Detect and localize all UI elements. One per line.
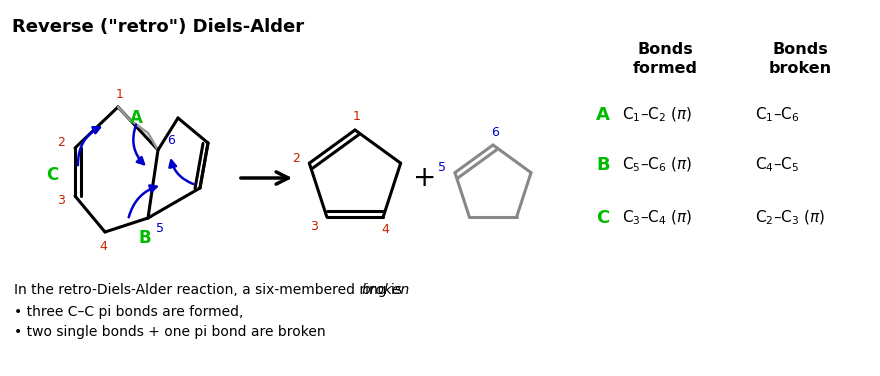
Text: C$_4$–C$_5$: C$_4$–C$_5$: [755, 156, 799, 174]
FancyArrowPatch shape: [170, 161, 194, 184]
Text: Bonds
formed: Bonds formed: [633, 42, 698, 76]
Text: 6: 6: [491, 126, 499, 138]
Text: • three C–C pi bonds are formed,: • three C–C pi bonds are formed,: [14, 305, 244, 319]
Text: C$_3$–C$_4$ ($\pi$): C$_3$–C$_4$ ($\pi$): [622, 209, 693, 227]
Text: In the retro-Diels-Alder reaction, a six-membered ring is: In the retro-Diels-Alder reaction, a six…: [14, 283, 407, 297]
Text: • two single bonds + one pi bond are broken: • two single bonds + one pi bond are bro…: [14, 325, 326, 339]
Text: C$_5$–C$_6$ ($\pi$): C$_5$–C$_6$ ($\pi$): [622, 156, 693, 174]
Text: 4: 4: [99, 240, 107, 253]
Text: C$_1$–C$_2$ ($\pi$): C$_1$–C$_2$ ($\pi$): [622, 106, 693, 124]
FancyArrowPatch shape: [78, 127, 100, 165]
Text: C$_2$–C$_3$ ($\pi$): C$_2$–C$_3$ ($\pi$): [755, 209, 825, 227]
Text: Reverse ("retro") Diels-Alder: Reverse ("retro") Diels-Alder: [12, 18, 304, 36]
Text: B: B: [139, 229, 151, 247]
Text: 5: 5: [156, 221, 164, 235]
Text: A: A: [596, 106, 610, 124]
Text: broken: broken: [362, 283, 410, 297]
Text: A: A: [129, 109, 143, 127]
Text: C$_1$–C$_6$: C$_1$–C$_6$: [755, 106, 800, 124]
FancyArrowPatch shape: [133, 124, 144, 164]
Text: 1: 1: [116, 88, 124, 100]
Text: 3: 3: [57, 194, 65, 206]
Text: +: +: [414, 164, 436, 192]
Text: B: B: [596, 156, 610, 174]
Text: 2: 2: [292, 152, 300, 165]
Text: C: C: [46, 166, 58, 184]
Text: 3: 3: [310, 220, 318, 233]
Text: 2: 2: [57, 136, 65, 150]
Text: C: C: [597, 209, 610, 227]
FancyArrowPatch shape: [128, 185, 157, 217]
Text: Bonds
broken: Bonds broken: [768, 42, 832, 76]
Text: 5: 5: [438, 161, 446, 174]
Text: 6: 6: [167, 133, 175, 147]
Text: 4: 4: [381, 223, 389, 237]
Text: 1: 1: [353, 111, 361, 123]
